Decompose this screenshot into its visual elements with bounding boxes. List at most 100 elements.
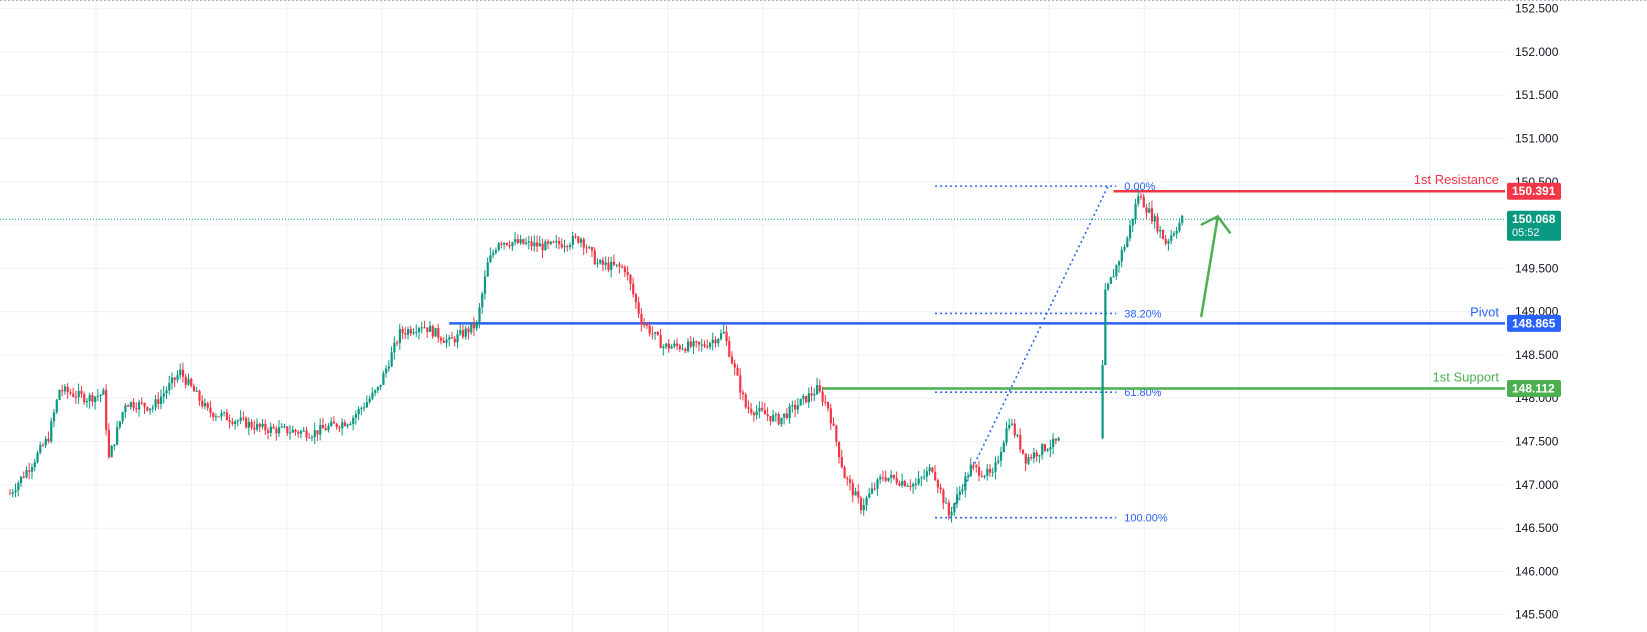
candle-up [670, 344, 673, 349]
candle-body [1159, 229, 1162, 232]
candle-up [1126, 235, 1129, 248]
fib-trend-line[interactable] [948, 185, 1109, 519]
candle-down [810, 386, 813, 402]
candle-body [862, 505, 865, 511]
candle-up [1057, 436, 1060, 442]
candle-down [140, 397, 143, 406]
candle-body [687, 341, 690, 352]
candle-body [799, 398, 802, 406]
candle-body [733, 363, 736, 368]
candle-down [739, 368, 742, 400]
horizontal-levels[interactable]: 1st Resistance Pivot 1st Support [0, 172, 1505, 390]
candle-body [689, 341, 692, 347]
candle-body [157, 399, 160, 404]
candle-body [159, 396, 163, 404]
candle-up [579, 237, 583, 248]
candle-up [371, 387, 374, 401]
candle-up [568, 242, 572, 251]
candle-body [879, 477, 882, 480]
candle-body [434, 328, 437, 337]
candle-down [785, 408, 789, 420]
candle-up [1181, 214, 1184, 226]
candle-body [873, 488, 876, 490]
candle-body [341, 422, 344, 429]
candle-body [956, 494, 959, 504]
candle-body [148, 408, 152, 411]
arrow-shaft[interactable] [1200, 215, 1220, 318]
candle-body [1167, 240, 1170, 244]
candle-down [1019, 428, 1022, 453]
candle-body [640, 313, 643, 325]
candle-body [481, 293, 484, 308]
candle-up [906, 483, 909, 487]
price-axis[interactable]: 152.500152.000151.500151.000150.500150.0… [1507, 2, 1561, 622]
candle-down [766, 407, 769, 422]
candle-body [651, 333, 654, 335]
candle-up [555, 234, 558, 249]
candle-body [999, 452, 1003, 461]
price-tick-label: 147.000 [1515, 478, 1559, 492]
candle-body [1175, 230, 1178, 234]
candle-body [901, 480, 904, 486]
candle-body [917, 478, 920, 484]
candle-body [612, 261, 616, 265]
candle-body [508, 245, 511, 247]
candle-body [423, 327, 426, 329]
candle-body [1123, 247, 1126, 251]
candle-body [519, 239, 522, 244]
candle-body [1148, 208, 1151, 213]
candle-body [428, 326, 432, 332]
candle-body [448, 337, 451, 340]
candle-down [558, 236, 561, 250]
candle-body [785, 413, 789, 419]
candle-down [431, 324, 434, 339]
candle-body [667, 343, 670, 349]
level-price-tag[interactable]: 150.391 [1507, 182, 1561, 200]
candle-body [116, 427, 119, 445]
candle-down [1156, 213, 1159, 234]
level-price-tag[interactable]: 148.112 [1507, 380, 1561, 398]
candle-body [563, 246, 566, 248]
candle-body [851, 483, 854, 496]
level-price-tag-value: 148.112 [1512, 382, 1555, 396]
candle-body [450, 337, 454, 339]
candle-down [629, 273, 632, 291]
candle-up [365, 395, 369, 409]
candle-body [209, 407, 212, 413]
candle-up [25, 466, 28, 479]
candle-down [453, 335, 456, 347]
candle-down [574, 233, 577, 240]
candle-up [615, 264, 618, 268]
level-price-tag[interactable]: 148.865 [1507, 314, 1561, 332]
candle-up [783, 413, 786, 425]
candle-up [379, 384, 382, 391]
level-name: 1st Resistance [1414, 172, 1499, 187]
candle-up [223, 411, 226, 417]
candle-body [912, 483, 915, 487]
candle-up [58, 389, 61, 401]
candle-up [464, 325, 467, 340]
candle-body [697, 341, 701, 345]
candle-body [991, 471, 994, 473]
candle-down [577, 235, 580, 245]
candle-body [525, 242, 528, 244]
candle-down [931, 466, 934, 474]
candle-up [1101, 359, 1104, 440]
candle-up [772, 409, 775, 423]
candle-body [299, 431, 303, 434]
candle-body [234, 421, 237, 424]
candle-body [552, 241, 555, 243]
price-tick-label: 148.500 [1515, 348, 1559, 362]
candle-body [654, 332, 657, 334]
candle-up [261, 419, 264, 430]
candle-down [206, 401, 209, 411]
candle-body [138, 402, 141, 410]
projection-arrow[interactable] [1200, 215, 1232, 318]
candle-body [412, 332, 415, 334]
candle-body [703, 344, 706, 347]
candle-up [950, 506, 953, 523]
candle-up [525, 237, 528, 246]
candle-body [975, 465, 978, 468]
